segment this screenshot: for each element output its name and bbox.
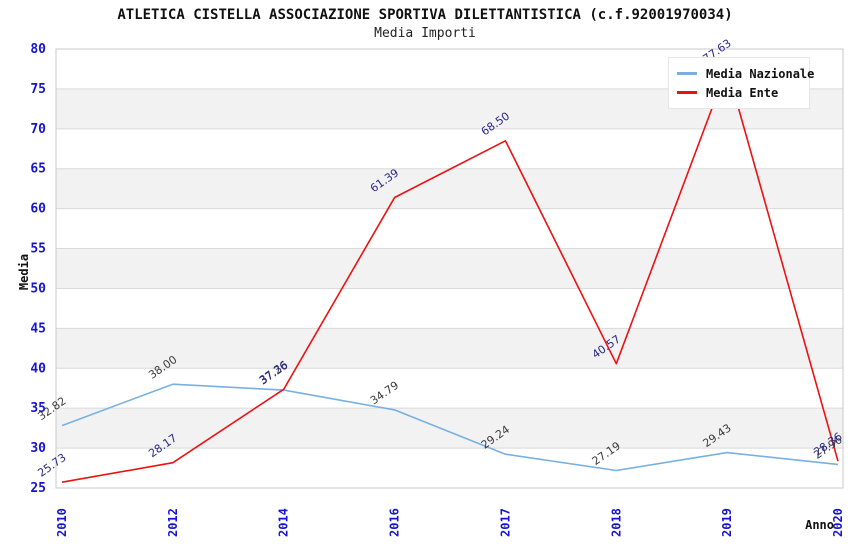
x-tick-label: 2018	[609, 508, 623, 537]
x-tick-label: 2017	[498, 508, 512, 537]
y-tick-label: 25	[30, 481, 46, 496]
media-ente-swatch-icon	[677, 91, 697, 94]
plot-band	[56, 248, 843, 289]
x-tick-label: 2016	[388, 508, 402, 537]
chart-title: ATLETICA CISTELLA ASSOCIAZIONE SPORTIVA …	[117, 7, 733, 23]
media-nazionale-line	[61, 383, 839, 472]
y-tick-label: 35	[30, 401, 46, 416]
y-tick-label: 45	[30, 321, 46, 336]
media-ente-line	[61, 67, 839, 483]
y-tick-label: 70	[30, 122, 46, 137]
x-tick-label: 2014	[277, 508, 291, 537]
media-nazionale-swatch-icon	[677, 72, 697, 75]
y-tick-label: 30	[30, 441, 46, 456]
y-tick-label: 80	[30, 42, 46, 57]
legend-label-media-nazionale: Media Nazionale	[706, 66, 815, 81]
y-tick-label: 55	[30, 242, 46, 257]
plot-band	[56, 328, 843, 369]
y-tick-label: 60	[30, 202, 46, 217]
legend-item-media-ente: Media Ente	[677, 83, 809, 102]
chart-legend: Media Nazionale Media Ente	[668, 57, 814, 109]
x-tick-label: 2019	[720, 508, 734, 537]
point-label: 34.79	[368, 379, 401, 408]
y-tick-label: 75	[30, 82, 46, 97]
x-tick-label: 2020	[831, 508, 845, 537]
plot-border	[55, 48, 844, 489]
y-tick-label: 50	[30, 281, 46, 296]
legend-label-media-ente: Media Ente	[706, 85, 779, 100]
x-tick-label: 2012	[166, 508, 180, 537]
chart-subtitle: Media Importi	[374, 26, 476, 41]
y-tick-label: 40	[30, 361, 46, 376]
x-axis-title: Anno	[805, 518, 834, 532]
y-tick-label: 65	[30, 162, 46, 177]
plot-band	[56, 408, 843, 449]
x-tick-label: 2010	[55, 508, 69, 537]
plot-band	[56, 168, 843, 209]
y-axis-title: Media	[17, 254, 31, 290]
legend-item-media-nazionale: Media Nazionale	[677, 64, 814, 83]
